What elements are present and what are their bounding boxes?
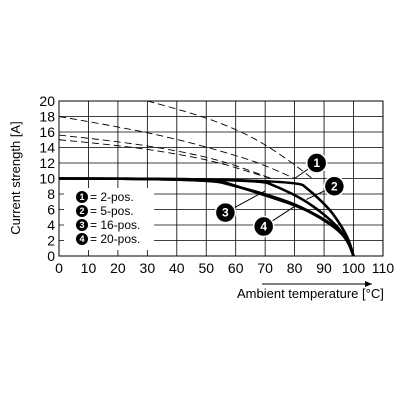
x-tick-label: 30 (140, 260, 156, 276)
legend-label: = 16-pos. (90, 218, 140, 232)
dashed-curve-4 (58, 139, 272, 179)
y-tick-label: 12 (39, 155, 55, 171)
x-axis-title: Ambient temperature [°C] (237, 286, 384, 301)
y-tick-label: 2 (47, 233, 55, 249)
solid-curve-4 (58, 177, 355, 257)
solid-curves (58, 177, 355, 257)
legend-marker-3 (76, 219, 88, 231)
legend-marker-number: 4 (79, 234, 84, 244)
marker-circle-4 (252, 215, 275, 238)
legend-label: = 2-pos. (90, 190, 134, 204)
x-tick-labels: 0 10 20 30 40 50 60 70 80 90 100 110 (55, 260, 394, 276)
x-tick-label: 60 (228, 260, 244, 276)
y-tick-label: 14 (39, 140, 55, 156)
y-tick-label: 10 (39, 171, 55, 187)
marker-number-3: 3 (222, 206, 229, 220)
legend-marker-number: 3 (79, 220, 84, 230)
y-tick-label: 18 (39, 109, 55, 125)
marker-number-1: 1 (313, 156, 320, 170)
dashed-curve-3 (58, 134, 272, 179)
marker-circle-3 (214, 201, 237, 224)
legend-label: = 5-pos. (90, 204, 134, 218)
y-tick-label: 8 (47, 186, 55, 202)
marker-circle-1 (305, 152, 328, 174)
legend-marker-4 (76, 233, 88, 245)
x-tick-label: 20 (110, 260, 126, 276)
x-tick-label: 40 (169, 260, 185, 276)
y-tick-label: 16 (39, 124, 55, 140)
marker-circle-2 (323, 175, 346, 197)
x-tick-label: 100 (342, 260, 366, 276)
x-tick-label: 50 (198, 260, 214, 276)
x-tick-label: 70 (257, 260, 273, 276)
dashed-curve-2 (58, 116, 295, 179)
legend: 1 = 2-pos. 2 = 5-pos. 3 = 16-pos. 4 = 20-pos. (64, 188, 154, 250)
x-axis-arrow (262, 281, 372, 287)
y-axis-title: Current strength [A] (8, 121, 23, 234)
x-tick-label: 0 (55, 260, 63, 276)
y-tick-label: 4 (47, 217, 55, 233)
dashed-curve-1 (147, 100, 313, 179)
curve-markers: 12 3 4 (214, 152, 346, 238)
y-tick-label: 20 (39, 93, 55, 109)
legend-marker-number: 2 (79, 206, 84, 216)
marker-number-4: 4 (260, 220, 267, 234)
x-tick-label: 110 (372, 260, 395, 276)
legend-marker-1 (76, 191, 88, 203)
x-tick-label: 80 (287, 260, 303, 276)
y-tick-label: 6 (47, 202, 55, 218)
axis-arrowhead (365, 281, 372, 287)
x-tick-label: 10 (81, 260, 97, 276)
legend-marker-2 (76, 205, 88, 217)
legend-label: = 20-pos. (90, 232, 140, 246)
y-tick-label: 0 (47, 248, 55, 264)
dashed-curves (58, 100, 313, 179)
x-tick-label: 90 (316, 260, 332, 276)
marker-number-2: 2 (331, 179, 338, 193)
legend-marker-number: 1 (79, 192, 84, 202)
